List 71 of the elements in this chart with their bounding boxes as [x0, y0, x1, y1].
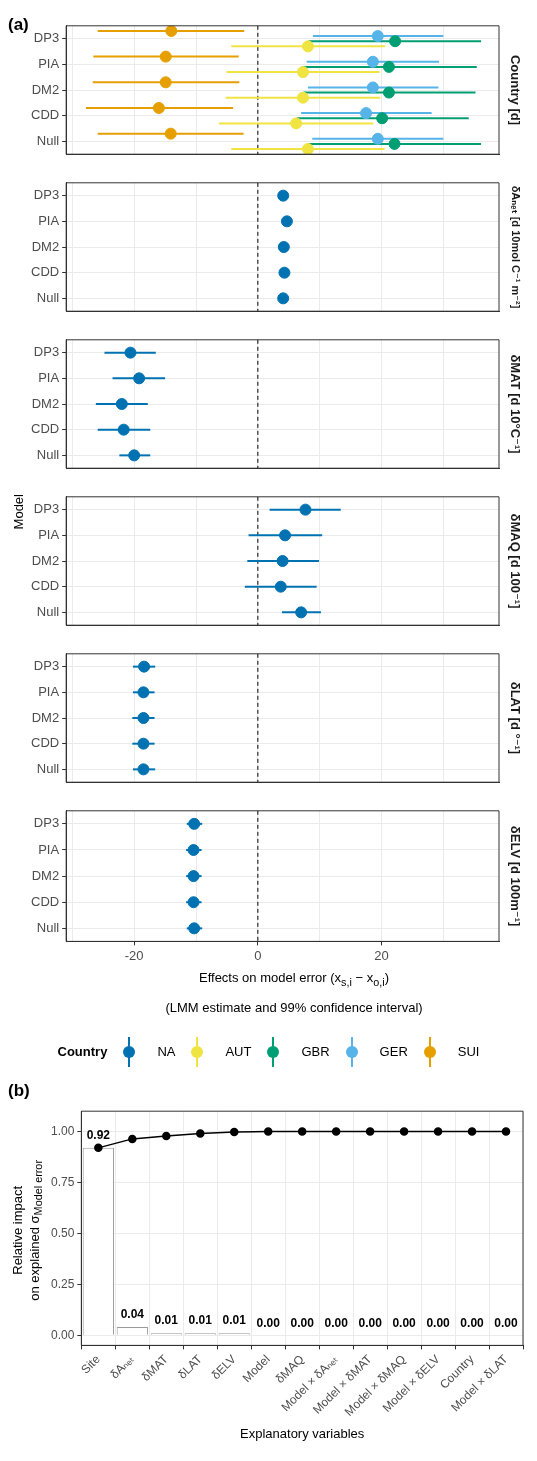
data-label: 0.92 — [86, 1127, 111, 1142]
x-tick-label: -20 — [124, 947, 144, 963]
legend-label: GER — [379, 1044, 408, 1060]
x-tick-label: 0 — [254, 947, 262, 963]
y-tick-label: CDD — [30, 264, 60, 280]
y-tick-label: CDD — [30, 107, 60, 123]
y-tick-label: PIA — [38, 55, 60, 71]
data-label: 0.00 — [460, 1315, 485, 1330]
y-tick-label: Null — [36, 132, 60, 148]
y-tick-label: DM2 — [31, 238, 60, 254]
y2-axis-title: δMAQ [d 100⁻¹] — [508, 513, 524, 609]
y-tick-label: CDD — [30, 421, 60, 437]
y-axis-title: Model — [10, 493, 26, 529]
y-tick-label: DP3 — [33, 501, 60, 517]
y-tick-label: DP3 — [33, 30, 60, 46]
data-label: 0.00 — [290, 1315, 315, 1330]
y2-axis-title: Country [d] — [508, 54, 524, 126]
y-tick-label: CDD — [30, 735, 60, 751]
y-tick-label: DP3 — [33, 187, 60, 203]
y-tick-label: 0.25 — [51, 1276, 75, 1291]
y-tick-label: 1.00 — [51, 1123, 75, 1138]
data-label: 0.00 — [324, 1315, 349, 1330]
y-tick-label: DM2 — [31, 709, 60, 725]
y-tick-label: CDD — [30, 893, 60, 909]
y2-axis-title: δMAT [d 10°C⁻¹] — [508, 354, 524, 454]
y2-axis-title: δLAT [d °⁻¹] — [508, 681, 524, 755]
y-tick-label: Null — [36, 603, 60, 619]
legend-label: AUT — [225, 1044, 252, 1060]
data-label: 0.00 — [392, 1315, 417, 1330]
legend-label: GBR — [301, 1044, 330, 1060]
y-tick-label: PIA — [38, 526, 60, 542]
x-tick-label: 20 — [374, 947, 389, 963]
y-tick-label: DM2 — [31, 395, 60, 411]
data-label: 0.01 — [188, 1313, 213, 1328]
y-tick-label: Null — [36, 289, 60, 305]
y-tick-label: 0.75 — [51, 1174, 75, 1189]
legend-label: SUI — [457, 1044, 480, 1060]
y-tick-label: DM2 — [31, 81, 60, 97]
data-label: 0.04 — [120, 1306, 145, 1321]
y2-axis-title: δAₙₑₜ [d 10mol C⁻¹ m⁻²] — [509, 185, 522, 309]
y-tick-label: 0.50 — [51, 1225, 75, 1240]
legend-title: Country — [57, 1044, 108, 1060]
y-tick-label: 0.00 — [51, 1327, 75, 1342]
y-tick-label: Null — [36, 446, 60, 462]
data-label: 0.00 — [256, 1315, 281, 1330]
y-tick-label: CDD — [30, 578, 60, 594]
y-tick-label: DP3 — [33, 815, 60, 831]
data-label: 0.00 — [426, 1315, 451, 1330]
y-tick-label: PIA — [38, 683, 60, 699]
data-label: 0.00 — [358, 1315, 383, 1330]
text: (LMM estimate and 99% confidence interval) — [164, 999, 424, 1015]
y-tick-label: Null — [36, 919, 60, 935]
chart-title: (b) — [8, 1080, 31, 1101]
x-axis-title: Effects on model error (x$_{s,i}$ − x$_{o,i}$) — [197, 970, 390, 988]
data-label: 0.00 — [494, 1315, 519, 1330]
y-tick-label: PIA — [38, 841, 60, 857]
y-tick-label: DP3 — [33, 658, 60, 674]
y-tick-label: Null — [36, 760, 60, 776]
legend-label: NA — [157, 1044, 176, 1060]
x-axis-title: Explanatory variables — [240, 1425, 365, 1441]
y2-axis-title: δELV [d 100m⁻¹] — [508, 825, 524, 927]
y-tick-label: PIA — [38, 212, 60, 228]
x-tick-label: Site — [78, 1351, 104, 1377]
text: (a) — [8, 15, 29, 35]
y-tick-label: DP3 — [33, 344, 60, 360]
y-tick-label: DM2 — [31, 552, 60, 568]
data-label: 0.01 — [222, 1313, 247, 1328]
y-tick-label: DM2 — [31, 867, 60, 883]
x-tick-label: δAₙₑₜ — [107, 1351, 137, 1381]
y-tick-label: PIA — [38, 369, 60, 385]
data-label: 0.01 — [154, 1313, 179, 1328]
